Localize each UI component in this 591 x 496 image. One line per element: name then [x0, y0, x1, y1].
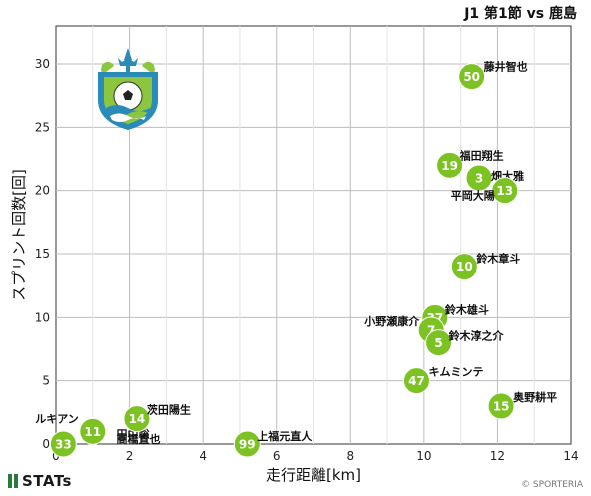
- data-point: 13: [491, 177, 519, 205]
- point-label: 鈴木雄斗: [445, 302, 489, 316]
- point-number: 50: [463, 70, 480, 84]
- point-marker: [458, 63, 486, 91]
- y-tick-label: 15: [35, 247, 50, 261]
- x-tick-label: 14: [563, 449, 578, 463]
- point-label: 茨田陽生: [147, 403, 191, 417]
- point-number: 14: [129, 412, 146, 426]
- point-marker: [425, 329, 453, 357]
- point-marker: [487, 392, 515, 420]
- axes: 0 2 4 6 8 10 12 14 0 5 10 15 20 25 30 走行距離[km] スプリント回数[回…: [10, 57, 579, 484]
- point-number: 15: [493, 400, 510, 414]
- point-label: 上福元直人: [257, 429, 313, 443]
- data-points: 田中聡髙橋直也50藤井智也19福田翔生3畑大雅13平岡大陽10鈴木章斗37鈴木雄…: [35, 60, 557, 458]
- x-tick-label: 8: [346, 449, 354, 463]
- point-marker: [491, 177, 519, 205]
- data-point: 11: [79, 417, 107, 445]
- point-number: 3: [475, 172, 483, 186]
- data-point: 15: [487, 392, 515, 420]
- point-label: ルキアン: [35, 412, 79, 425]
- data-point: 19: [436, 151, 464, 179]
- point-label: 鈴木淳之介: [449, 329, 505, 343]
- point-number: 33: [55, 438, 72, 452]
- x-tick-label: 4: [199, 449, 207, 463]
- point-number: 47: [408, 374, 425, 388]
- point-label: 福田翔生: [459, 148, 504, 162]
- point-marker: [450, 253, 478, 281]
- x-axis-title: 走行距離[km]: [266, 466, 361, 484]
- point-number: 13: [496, 184, 513, 198]
- data-point: 10: [450, 253, 478, 281]
- data-point: 50: [458, 63, 486, 91]
- point-label: 平岡大陽: [451, 189, 495, 203]
- x-tick-label: 2: [126, 449, 134, 463]
- stats-logo: STATs: [8, 472, 72, 490]
- point-number: 19: [441, 159, 458, 173]
- point-number: 7: [427, 324, 435, 338]
- match-title: J1 第1節 vs 鹿島: [464, 6, 577, 22]
- point-label: 小野瀬康介: [363, 314, 420, 328]
- point-label: キムミンテ: [429, 366, 484, 379]
- data-point: 5: [425, 329, 453, 357]
- y-tick-label: 5: [42, 374, 50, 388]
- x-tick-label: 0: [52, 449, 60, 463]
- point-label: 鈴木章斗: [476, 252, 520, 266]
- y-tick-label: 25: [35, 120, 50, 134]
- point-marker: [49, 430, 77, 458]
- team-crest-logo: [98, 48, 158, 130]
- point-number: 99: [239, 438, 256, 452]
- data-point: 3: [465, 164, 493, 192]
- x-tick-label: 6: [273, 449, 281, 463]
- point-label: 奥野耕平: [512, 390, 557, 404]
- point-label: 髙橋直也: [116, 432, 160, 446]
- stats-bars-icon: [8, 474, 18, 488]
- point-number: 11: [84, 425, 101, 439]
- stats-logo-text: STATs: [22, 472, 72, 490]
- y-tick-label: 30: [35, 57, 50, 71]
- x-tick-label: 12: [490, 449, 505, 463]
- data-point: 33: [49, 430, 77, 458]
- data-point: 47: [403, 367, 430, 395]
- point-marker: [403, 367, 430, 395]
- y-tick-label: 10: [35, 310, 50, 324]
- data-point: 14: [123, 405, 151, 433]
- point-label: 藤井智也: [484, 60, 528, 74]
- point-marker: [465, 164, 493, 192]
- point-marker: [233, 430, 261, 458]
- y-axis-title: スプリント回数[回]: [10, 169, 28, 301]
- point-marker: [79, 417, 107, 445]
- copyright: © SPORTERIA: [521, 480, 583, 490]
- point-marker: [123, 405, 151, 433]
- data-point: 99: [233, 430, 261, 458]
- point-number: 5: [434, 336, 442, 350]
- y-tick-label: 20: [35, 184, 50, 198]
- x-tick-label: 10: [416, 449, 431, 463]
- point-marker: [436, 151, 464, 179]
- point-number: 10: [456, 260, 473, 274]
- y-tick-label: 0: [42, 437, 50, 451]
